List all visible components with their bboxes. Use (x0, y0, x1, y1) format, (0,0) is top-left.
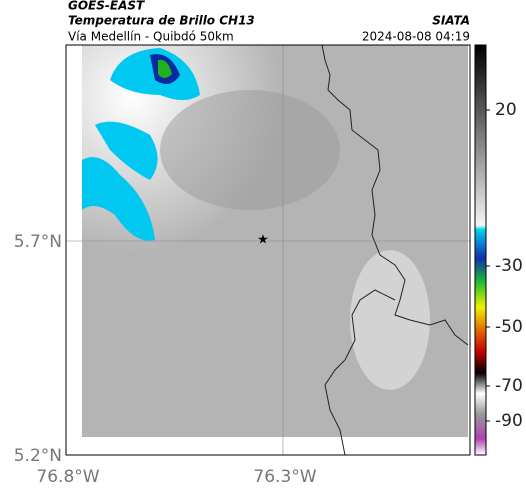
no-data (66, 437, 468, 455)
timestamp: 2024-08-08 04:19 (362, 30, 470, 44)
dark-area (160, 90, 340, 210)
cold-cloud (82, 157, 155, 241)
cold-peak (158, 59, 172, 78)
colorbar-tick-label: -90 (495, 411, 523, 431)
colorbar-tick-label: -30 (495, 256, 523, 276)
colorbar: 20 -30 -50 -70 -90 (474, 44, 523, 456)
border (321, 44, 469, 346)
colorbar-scale (474, 44, 487, 456)
satellite: GOES-EAST (68, 0, 145, 13)
colorbar-tick-label: -50 (495, 317, 523, 337)
colorbar-tick-label: -70 (495, 376, 523, 396)
lat-label: 5.2°N (14, 446, 62, 466)
colorbar-tick-label: 20 (495, 100, 517, 120)
border (324, 289, 396, 456)
region: Vía Medellín - Quibdó 50km (68, 30, 234, 44)
header: GOES-EAST Temperatura de Brillo CH13 Vía… (68, 0, 470, 44)
source: SIATA (432, 14, 470, 28)
product: Temperatura de Brillo CH13 (68, 14, 255, 28)
map: ★ 5.7°N 5.2°N 76.8°W 76.3°W (14, 44, 471, 487)
lon-label: 76.8°W (36, 467, 99, 487)
map-frame (65, 44, 471, 456)
bright-area (350, 250, 430, 390)
city-marker: ★ (257, 233, 269, 248)
lon-label: 76.3°W (253, 467, 316, 487)
lat-label: 5.7°N (14, 232, 62, 252)
cold-cloud (95, 121, 158, 180)
